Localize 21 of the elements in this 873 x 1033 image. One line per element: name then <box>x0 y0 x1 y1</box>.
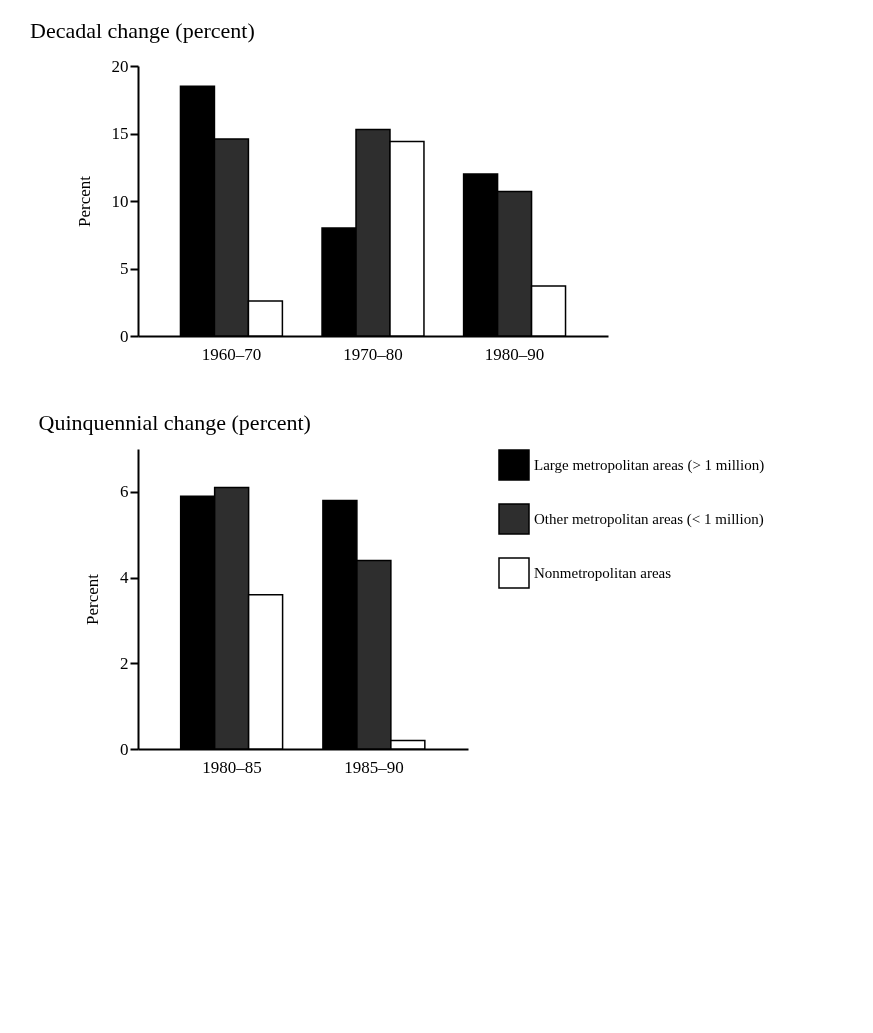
chart-title: Decadal change (percent) <box>30 18 255 43</box>
chart-title: Quinquennial change (percent) <box>38 410 311 435</box>
x-tick-label: 1970–80 <box>343 344 403 364</box>
y-axis-title: Percent <box>83 573 102 625</box>
y-tick-label: 4 <box>120 568 129 588</box>
y-tick-label: 6 <box>120 482 129 502</box>
y-tick-label: 20 <box>111 56 129 76</box>
y-axis-title: Percent <box>74 175 94 227</box>
x-tick-label: 1960–70 <box>201 344 262 364</box>
y-tick-label: 10 <box>111 191 129 211</box>
legend-label: Nonmetropolitan areas <box>534 565 672 581</box>
y-tick-label: 2 <box>120 653 129 673</box>
y-tick-label: 0 <box>120 739 129 759</box>
legend-label: Other metropolitan areas (< 1 million) <box>534 511 764 528</box>
y-tick-label: 0 <box>120 326 129 346</box>
y-tick-label: 5 <box>120 259 129 278</box>
x-tick-label: 1985–90 <box>344 757 404 777</box>
x-tick-label: 1980–85 <box>202 757 262 777</box>
legend-label: Large metropolitan areas (> 1 million) <box>534 457 765 474</box>
x-tick-label: 1980–90 <box>484 344 545 364</box>
y-tick-label: 15 <box>111 124 129 143</box>
